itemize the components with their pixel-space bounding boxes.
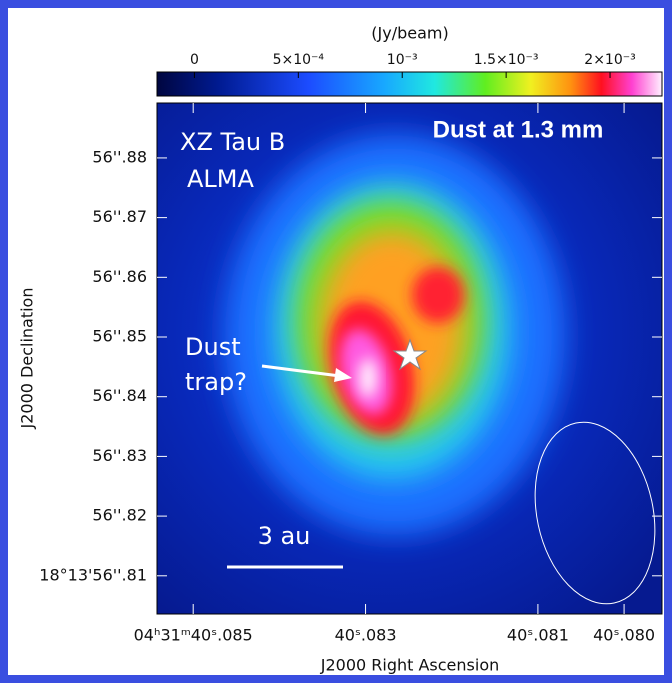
y-tick-label: 56''.88	[92, 147, 147, 166]
y-tick-label: 18°13'56''.81	[39, 565, 147, 584]
y-tick-label: 56''.86	[92, 267, 147, 286]
annotation: Dust at 1.3 mm	[433, 116, 604, 143]
annotation: XZ Tau B	[180, 128, 285, 156]
annotation: 3 au	[258, 522, 311, 550]
y-tick-label: 56''.83	[92, 446, 147, 465]
annotation: Dust	[185, 333, 241, 361]
colorbar-label: (Jy/beam)	[371, 24, 448, 43]
colorbar-tick-label: 2×10⁻³	[584, 52, 635, 68]
y-tick-label: 56''.85	[92, 327, 147, 346]
y-axis-label: J2000 Declination	[18, 288, 37, 430]
y-tick-label: 56''.84	[92, 386, 147, 405]
colorbar-tick-label: 1.5×10⁻³	[474, 52, 539, 68]
figure: (Jy/beam) XZ Tau B ALMA Dust at 1.3 mm D…	[0, 0, 672, 683]
x-tick-label: 40ˢ.080	[593, 626, 655, 645]
x-tick-label: 40ˢ.083	[335, 626, 397, 645]
colorbar-tick-label: 5×10⁻⁴	[273, 52, 325, 68]
x-axis-label: J2000 Right Ascension	[320, 656, 500, 675]
y-tick-label: 56''.87	[92, 207, 147, 226]
x-tick-label: 40ˢ.081	[507, 626, 569, 645]
x-tick-label: 04ʰ31ᵐ40ˢ.085	[134, 626, 253, 645]
colorbar-tick-label: 10⁻³	[387, 52, 418, 68]
annotation: ALMA	[187, 165, 254, 193]
annotation: trap?	[185, 368, 247, 396]
y-tick-label: 56''.82	[92, 506, 147, 525]
colorbar	[157, 72, 662, 96]
colorbar-tick-label: 0	[190, 52, 199, 68]
